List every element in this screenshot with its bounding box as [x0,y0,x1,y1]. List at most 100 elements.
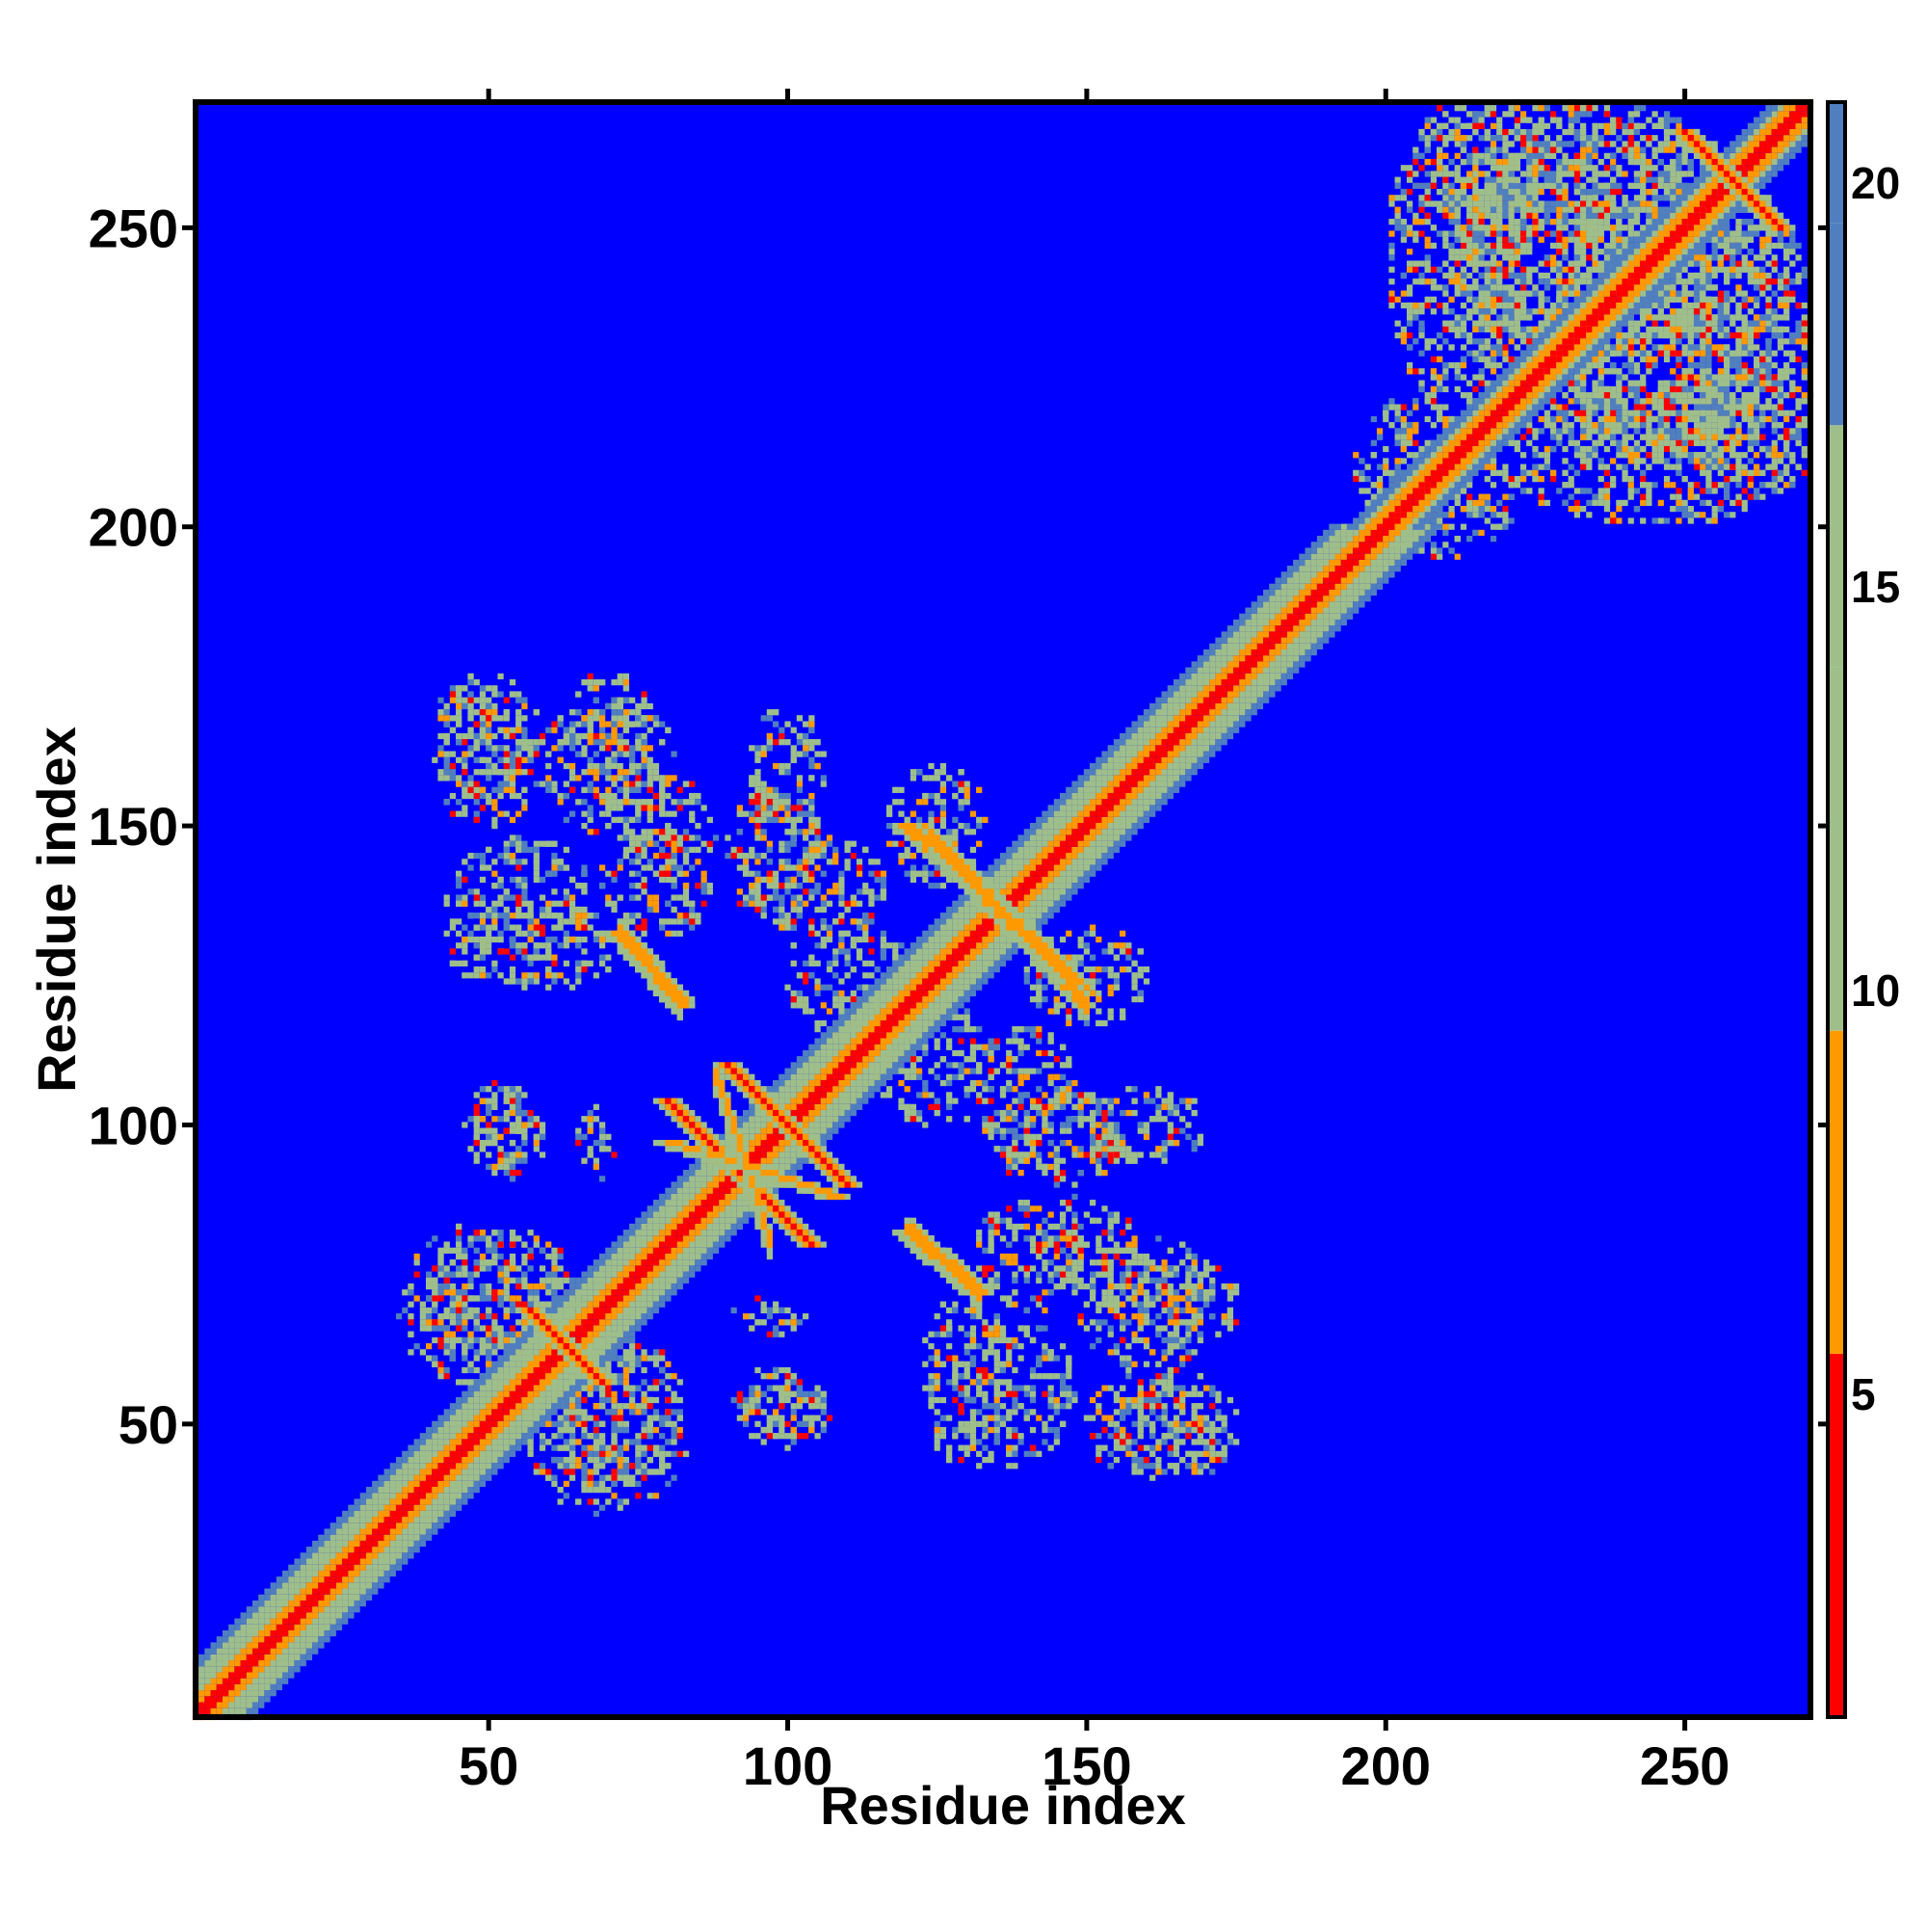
heatmap-cell [790,727,797,733]
heatmap-cell [1036,984,1043,991]
heatmap-cell [395,1313,403,1320]
heatmap-cell [766,816,774,823]
heatmap-cell [1215,1265,1222,1272]
heatmap-cell [773,739,779,746]
heatmap-cell [671,1396,677,1404]
heatmap-cell [1023,1205,1030,1212]
heatmap-cell [479,894,487,901]
heatmap-cell [1167,1390,1174,1397]
heatmap-cell [515,1092,522,1098]
heatmap-cell [486,936,492,943]
heatmap-cell [1017,1026,1024,1033]
heatmap-cell [1006,1415,1013,1421]
heatmap-cell [473,942,480,949]
heatmap-cell [671,1433,677,1440]
heatmap-cell [754,876,761,884]
heatmap-cell [1012,1337,1018,1344]
heatmap-cell [617,673,623,680]
heatmap-cell [1191,1409,1198,1416]
heatmap-cell [491,1319,498,1326]
heatmap-cell [479,697,487,703]
heatmap-cell [779,883,785,889]
heatmap-cell [509,1307,516,1313]
heatmap-cell [999,1109,1007,1117]
heatmap-cell [1006,1337,1013,1344]
heatmap-cell [1017,1385,1024,1391]
heatmap-cell [1023,1385,1030,1391]
heatmap-cell [521,913,528,919]
heatmap-cell [1197,1289,1203,1296]
heatmap-cell [958,769,964,776]
heatmap-cell [766,745,774,752]
heatmap-cell [568,1420,576,1427]
heatmap-cell [999,1420,1007,1427]
heatmap-cell [1227,1433,1233,1440]
heatmap-cell [808,762,815,770]
heatmap-cell [760,876,767,884]
heatmap-cell [695,883,701,889]
heatmap-cell [1036,1361,1043,1367]
heatmap-cell [641,1409,647,1416]
heatmap-cell [1042,1307,1048,1313]
heatmap-cell [784,913,791,919]
heatmap-cell [456,1253,462,1260]
heatmap-cell [1095,1157,1102,1164]
heatmap-cell [982,1098,989,1104]
heatmap-cell [1036,1049,1043,1057]
heatmap-cell [1137,972,1144,979]
heatmap-cell [622,1361,630,1367]
heatmap-cell [467,972,474,979]
heatmap-cell [1185,1133,1192,1140]
heatmap-cell [486,1265,492,1272]
heatmap-cell [491,966,498,973]
heatmap-cell [689,913,696,919]
heatmap-cell [491,913,498,919]
heatmap-cell [754,822,761,830]
heatmap-cell [904,1116,911,1123]
heatmap-cell [671,883,677,889]
heatmap-cell [521,1253,528,1260]
heatmap-cell [904,870,911,877]
heatmap-cell [449,1355,457,1362]
heatmap-cell [437,732,444,740]
heatmap-cell [568,1433,576,1440]
heatmap-cell [892,786,899,793]
heatmap-cell [1047,1373,1054,1380]
heatmap-cell [993,1385,1000,1391]
heatmap-cell [443,1313,450,1320]
heatmap-cell [988,1415,994,1421]
heatmap-cell [1017,1044,1024,1050]
heatmap-cell [1083,966,1091,973]
heatmap-cell [999,1092,1007,1098]
heatmap-cell [1053,1056,1060,1063]
heatmap-cell [964,1420,970,1427]
heatmap-cell [1090,924,1096,931]
heatmap-cell [928,1068,935,1074]
heatmap-cell [622,1366,630,1374]
heatmap-cell [749,775,755,781]
heatmap-cell [432,1355,438,1362]
heatmap-cell [599,1444,606,1451]
heatmap-cell [1012,1151,1018,1158]
heatmap-cell [1090,1157,1096,1164]
heatmap-cell [736,864,743,871]
heatmap-cell [1120,1014,1126,1020]
heatmap-cell [1209,1390,1216,1397]
heatmap-cell [1012,1301,1018,1308]
heatmap-cell [969,859,977,865]
heatmap-cell [533,978,540,985]
heatmap-cell [1095,1109,1102,1117]
heatmap-cell [1023,1109,1030,1117]
heatmap-cell [700,876,707,884]
heatmap-cell [509,1230,516,1236]
heatmap-cell [999,1337,1007,1344]
heatmap-cell [509,840,516,847]
heatmap-cell [1029,1068,1037,1074]
heatmap-cell [814,1019,821,1027]
heatmap-cell [1023,1116,1030,1123]
heatmap-cell [491,1133,498,1140]
heatmap-cell [988,1235,994,1242]
heatmap-cell [551,1444,558,1451]
heatmap-cell [486,1307,492,1313]
heatmap-cell [551,954,558,961]
